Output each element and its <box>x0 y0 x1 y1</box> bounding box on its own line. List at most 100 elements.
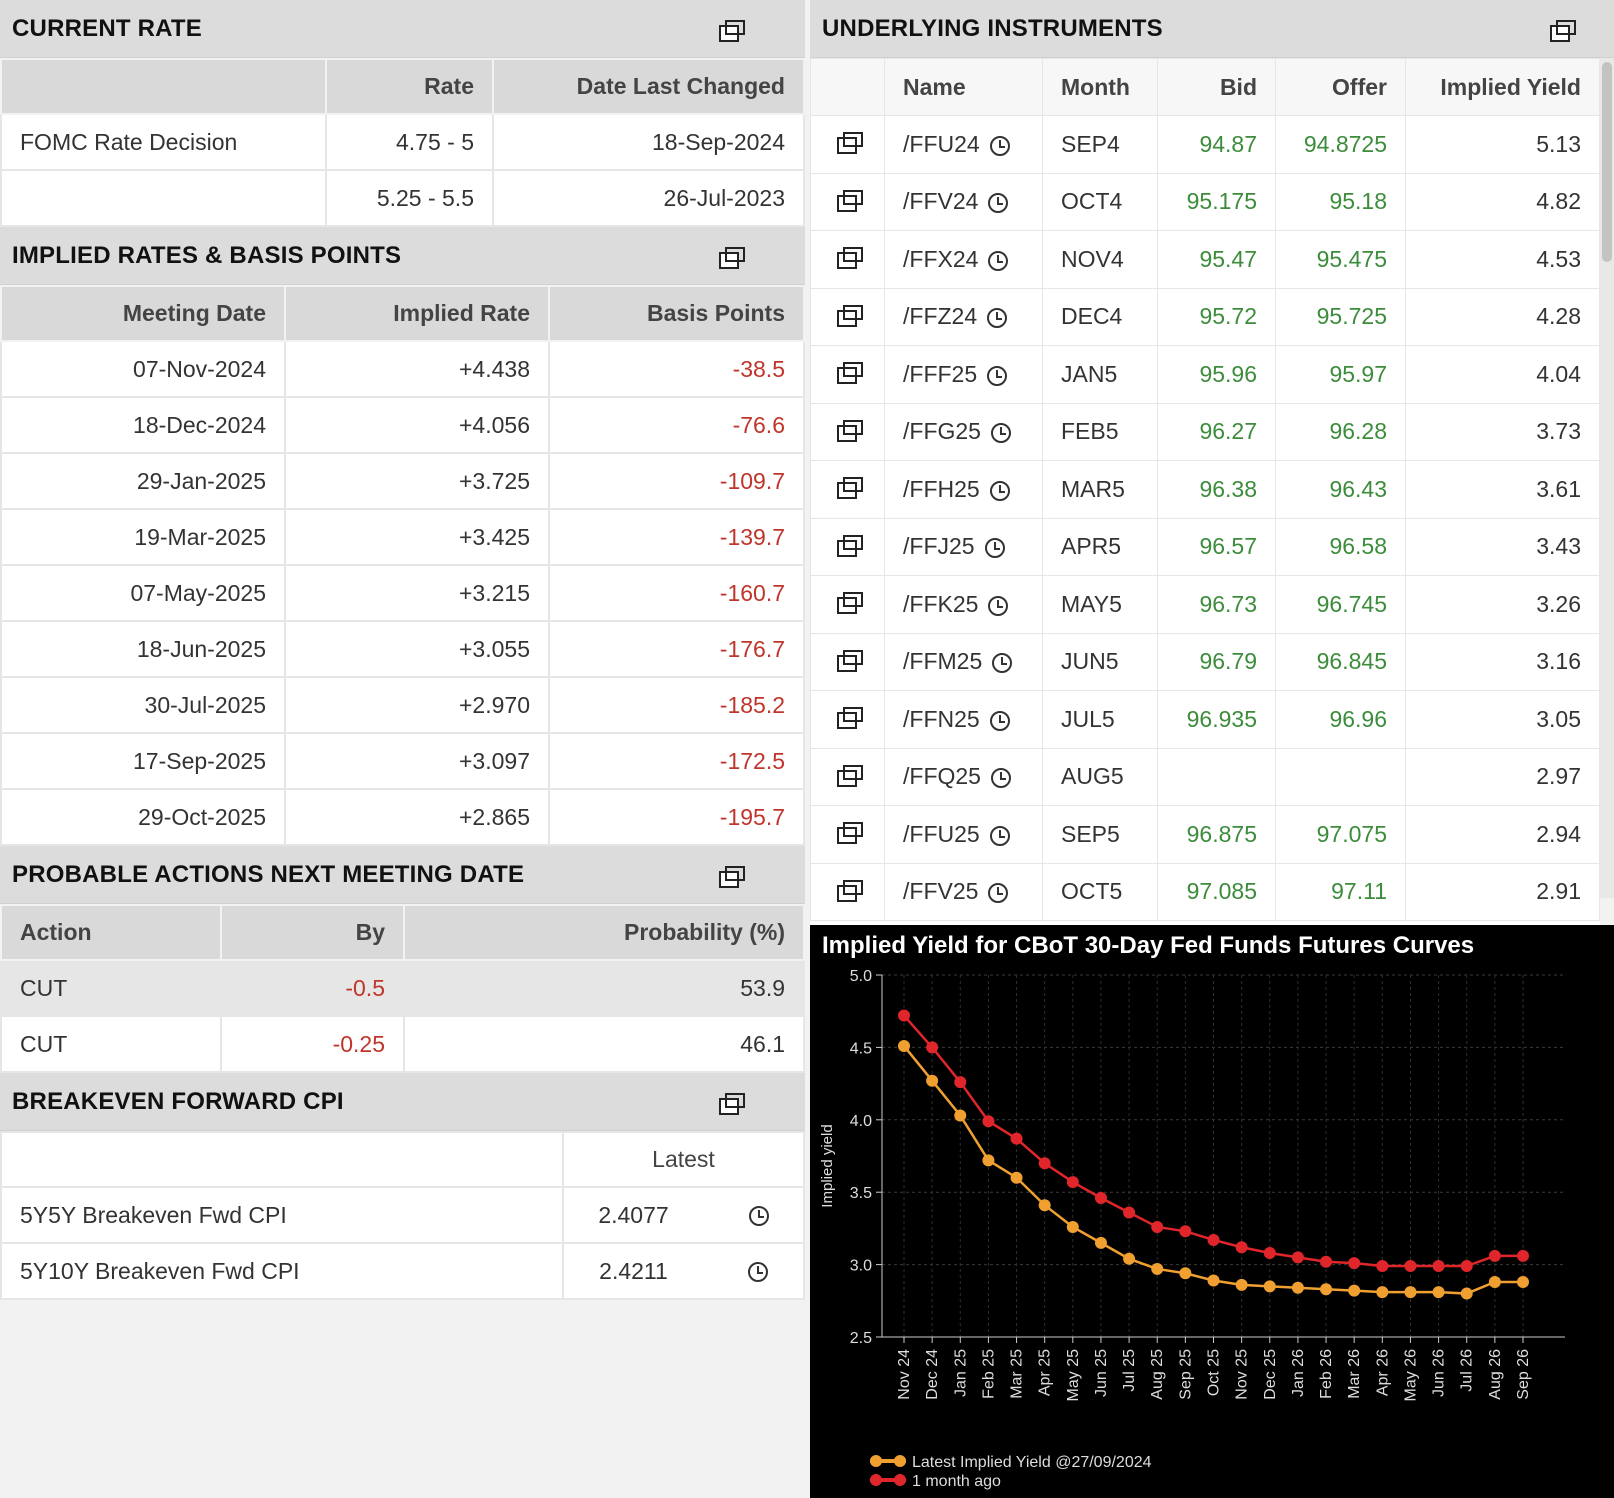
instrument-name[interactable]: /FFU25 <box>903 820 980 847</box>
clock-icon[interactable] <box>988 883 1009 904</box>
meeting-date-cell: 18-Dec-2024 <box>0 396 286 454</box>
popout-icon[interactable] <box>717 864 745 888</box>
table-row[interactable]: /FFX24 NOV4 95.47 95.475 4.53 <box>810 230 1600 289</box>
column-header-probability[interactable]: Probability (%) <box>403 904 805 961</box>
table-row[interactable]: /FFN25 JUL5 96.935 96.96 3.05 <box>810 690 1600 749</box>
implied-yield-cell: 5.13 <box>1405 115 1600 174</box>
column-header-month[interactable]: Month <box>1042 58 1158 116</box>
row-popout-cell <box>810 632 885 691</box>
instrument-name[interactable]: /FFV25 <box>903 878 979 905</box>
popout-icon[interactable] <box>1548 18 1576 42</box>
month-cell: APR5 <box>1042 517 1158 576</box>
popout-icon[interactable] <box>835 878 863 902</box>
bid-cell: 96.73 <box>1157 575 1276 634</box>
data-point <box>982 1154 995 1167</box>
popout-icon[interactable] <box>835 590 863 615</box>
instrument-name[interactable]: /FFZ24 <box>903 303 978 330</box>
instrument-name[interactable]: /FFG25 <box>903 418 981 445</box>
column-header-rate[interactable]: Rate <box>325 58 494 115</box>
scrollbar-thumb[interactable] <box>1602 62 1612 262</box>
underlying-scroll-area[interactable]: Name Month Bid Offer Implied Yield /FFU2… <box>810 58 1600 925</box>
table-row[interactable]: /FFU25 SEP5 96.875 97.075 2.94 <box>810 805 1600 864</box>
popout-icon[interactable] <box>835 188 863 212</box>
popout-icon[interactable] <box>717 245 745 269</box>
column-header-offer[interactable]: Offer <box>1275 58 1406 116</box>
popout-icon[interactable] <box>835 763 863 787</box>
instrument-name[interactable]: /FFM25 <box>903 648 983 675</box>
instrument-name[interactable]: /FFH25 <box>903 475 980 502</box>
popout-icon[interactable] <box>835 245 863 270</box>
popout-icon[interactable] <box>835 648 863 672</box>
row-popout-cell <box>810 690 885 749</box>
popout-icon[interactable] <box>835 303 863 327</box>
popout-icon[interactable] <box>717 18 745 42</box>
column-header-implied-rate[interactable]: Implied Rate <box>284 285 550 342</box>
table-row[interactable]: /FFG25 FEB5 96.27 96.28 3.73 <box>810 402 1600 461</box>
column-header-bid[interactable]: Bid <box>1157 58 1276 116</box>
instrument-name[interactable]: /FFV24 <box>903 188 979 215</box>
table-row[interactable]: /FFV24 OCT4 95.175 95.18 4.82 <box>810 172 1600 231</box>
table-row[interactable]: /FFK25 MAY5 96.73 96.745 3.26 <box>810 575 1600 634</box>
clock-icon[interactable] <box>989 825 1010 846</box>
column-header-by[interactable]: By <box>220 904 405 961</box>
table-row[interactable]: /FFQ25 AUG5 2.97 <box>810 747 1600 806</box>
column-header-implied-yield[interactable]: Implied Yield <box>1405 58 1600 116</box>
data-point <box>1038 1199 1051 1212</box>
popout-icon[interactable] <box>835 705 863 730</box>
clock-icon[interactable] <box>989 480 1010 501</box>
clock-icon[interactable] <box>988 250 1009 271</box>
underlying-table: Name Month Bid Offer Implied Yield /FFU2… <box>810 58 1600 921</box>
clock-icon[interactable] <box>989 135 1010 156</box>
popout-icon[interactable] <box>835 418 863 442</box>
popout-icon[interactable] <box>835 130 863 155</box>
instrument-name[interactable]: /FFK25 <box>903 590 979 617</box>
table-row[interactable]: /FFM25 JUN5 96.79 96.845 3.16 <box>810 632 1600 691</box>
popout-icon[interactable] <box>835 475 863 500</box>
clock-icon[interactable] <box>747 1262 768 1283</box>
popout-icon[interactable] <box>717 1091 745 1115</box>
clock-icon[interactable] <box>748 1206 769 1227</box>
clock-icon[interactable] <box>992 653 1013 674</box>
table-row: 18-Dec-2024 +4.056 -76.6 <box>0 396 805 454</box>
popout-icon[interactable] <box>835 820 863 845</box>
probability-cell: 53.9 <box>403 959 805 1017</box>
clock-icon[interactable] <box>987 308 1008 329</box>
table-row[interactable]: /FFZ24 DEC4 95.72 95.725 4.28 <box>810 287 1600 346</box>
instrument-name[interactable]: /FFX24 <box>903 245 979 272</box>
clock-icon[interactable] <box>988 595 1009 616</box>
instrument-name[interactable]: /FFQ25 <box>903 763 981 790</box>
scrollbar-track[interactable] <box>1600 58 1614 898</box>
instrument-name[interactable]: /FFF25 <box>903 360 978 387</box>
table-row[interactable]: /FFF25 JAN5 95.96 95.97 4.04 <box>810 345 1600 404</box>
data-point <box>1010 1132 1023 1145</box>
clock-icon[interactable] <box>988 193 1009 214</box>
column-header-meeting-date[interactable]: Meeting Date <box>0 285 286 342</box>
instrument-name[interactable]: /FFJ25 <box>903 533 975 560</box>
clock-icon[interactable] <box>990 423 1011 444</box>
rate-date: 18-Sep-2024 <box>492 113 805 171</box>
chart-svg: Implied Yield for CBoT 30-Day Fed Funds … <box>819 932 1565 1490</box>
table-row[interactable]: /FFJ25 APR5 96.57 96.58 3.43 <box>810 517 1600 576</box>
table-row[interactable]: /FFV25 OCT5 97.085 97.11 2.91 <box>810 862 1600 921</box>
instrument-name[interactable]: /FFU24 <box>903 130 980 157</box>
column-header-basis-points[interactable]: Basis Points <box>548 285 805 342</box>
popout-icon[interactable] <box>835 533 863 557</box>
column-header[interactable] <box>0 58 327 115</box>
column-header-latest[interactable]: Latest <box>562 1131 805 1188</box>
data-point <box>1460 1287 1473 1300</box>
table-row[interactable]: /FFU24 SEP4 94.87 94.8725 5.13 <box>810 115 1600 174</box>
instrument-name[interactable]: /FFN25 <box>903 705 980 732</box>
basis-points-cell: -76.6 <box>548 396 805 454</box>
clock-icon[interactable] <box>989 710 1010 731</box>
clock-icon[interactable] <box>990 768 1011 789</box>
popout-icon[interactable] <box>835 360 863 385</box>
clock-icon[interactable] <box>987 365 1008 386</box>
column-header-name[interactable]: Name <box>884 58 1043 116</box>
column-header-action[interactable]: Action <box>0 904 222 961</box>
table-row[interactable]: /FFH25 MAR5 96.38 96.43 3.61 <box>810 460 1600 519</box>
clock-icon[interactable] <box>984 538 1005 559</box>
meeting-date-cell: 19-Mar-2025 <box>0 508 286 566</box>
y-tick-label: 4.5 <box>850 1040 872 1057</box>
action-cell: CUT <box>0 1015 222 1073</box>
column-header-date-last-changed[interactable]: Date Last Changed <box>492 58 805 115</box>
